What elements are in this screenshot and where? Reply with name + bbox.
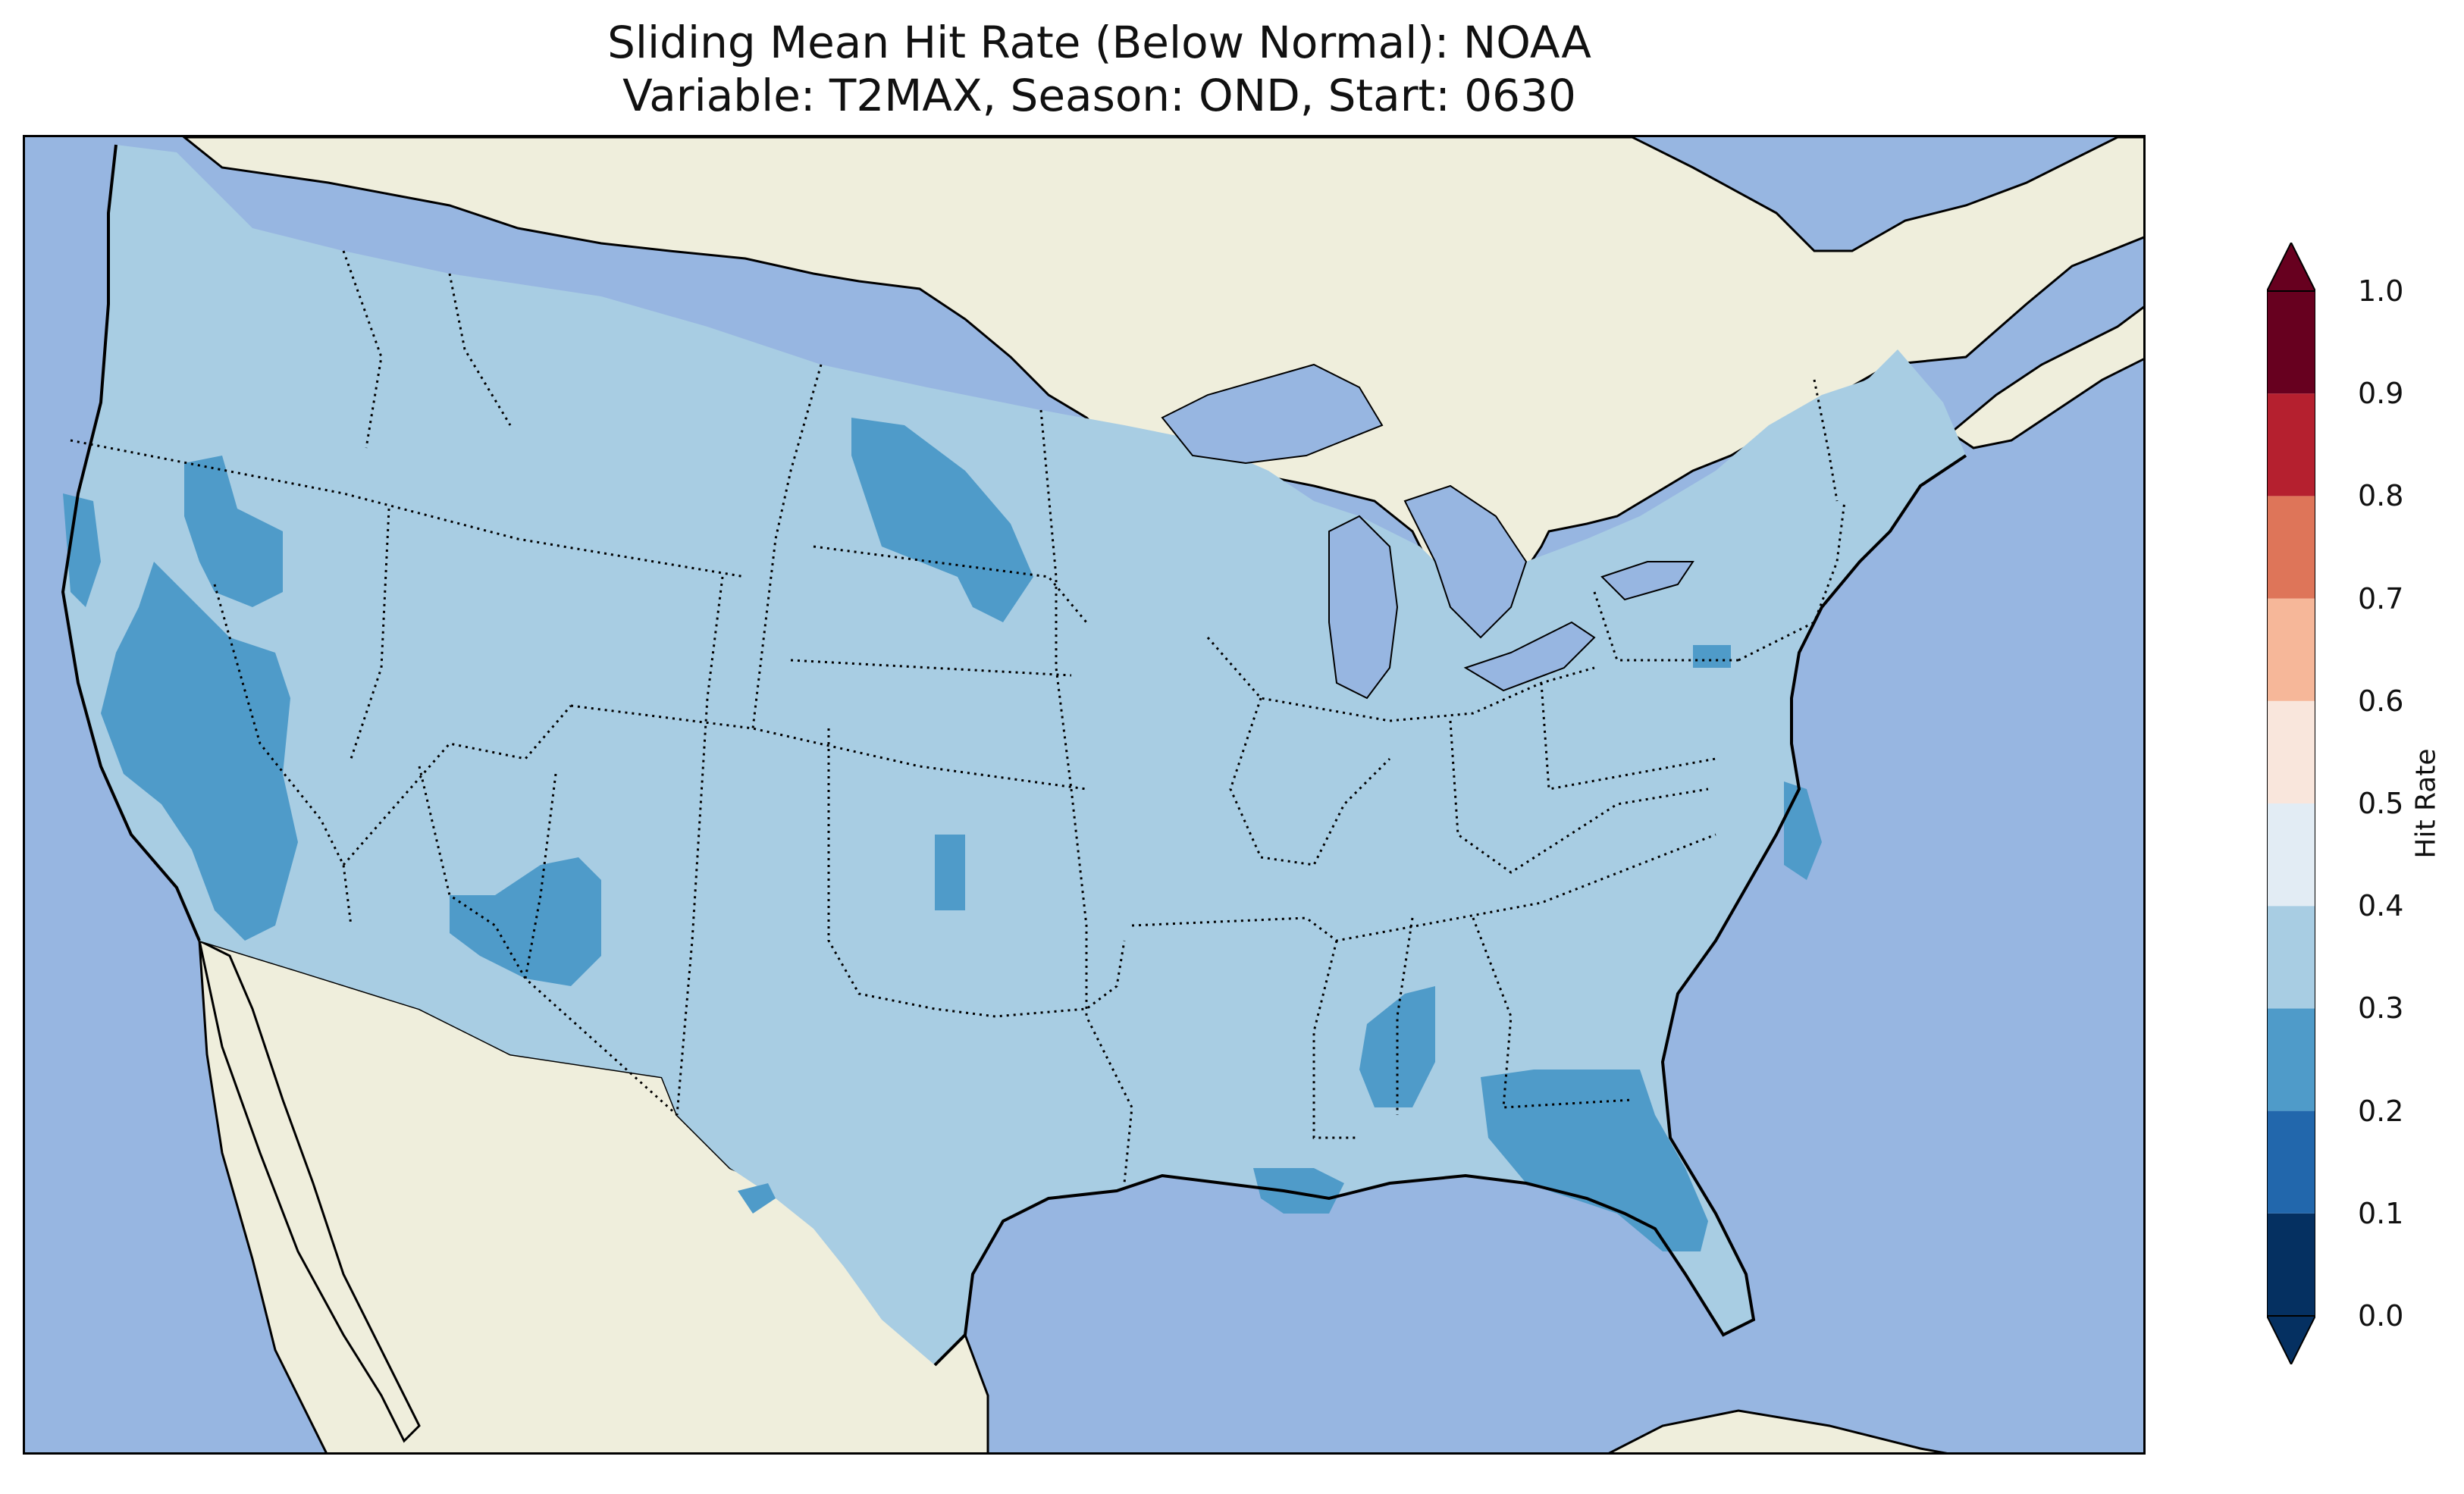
map-canvas: [25, 137, 2143, 1452]
colorbar-extend-bottom: [2267, 1315, 2315, 1364]
colorbar-bin: [2267, 700, 2315, 803]
colorbar-bin: [2267, 1110, 2315, 1214]
colorbar-tick-label: 0.4: [2358, 889, 2404, 923]
colorbar-tick-label: 0.8: [2358, 479, 2404, 513]
region-va: [1693, 645, 1731, 668]
region-ne-ca: [184, 456, 283, 607]
map-subtitle: Variable: T2MAX, Season: OND, Start: 063…: [622, 70, 1576, 121]
colorbar-tick-label: 0.1: [2358, 1196, 2404, 1230]
region-big-bend: [738, 1183, 776, 1214]
colorbar-bin: [2267, 803, 2315, 907]
map-panel: [23, 135, 2146, 1455]
colorbar-tick-label: 0.5: [2358, 787, 2404, 820]
colorbar-bin: [2267, 393, 2315, 496]
colorbar-bin: [2267, 291, 2315, 394]
colorbar: [2267, 243, 2315, 1364]
conus-hit-rate-0-3-0-4: [63, 145, 1966, 1365]
great-lakes: [1161, 363, 1694, 700]
map-title: Sliding Mean Hit Rate (Below Normal): NO…: [607, 17, 1591, 68]
colorbar-tick-label: 0.3: [2358, 991, 2404, 1026]
colorbar-label: Hit Rate: [2410, 748, 2442, 859]
colorbar-bin: [2267, 906, 2315, 1009]
colorbar-bin: [2267, 598, 2315, 701]
colorbar-bin: [2267, 1008, 2315, 1111]
canada-land: [182, 137, 2143, 625]
region-nc-coast: [1784, 781, 1822, 880]
lake-ontario: [1600, 561, 1694, 601]
colorbar-tick-label: 0.6: [2358, 684, 2404, 718]
state-boundaries: [70, 250, 1846, 1184]
nova-scotia-land: [1948, 305, 2143, 449]
colorbar-tick-label: 0.7: [2358, 581, 2404, 615]
us-coastline: [61, 144, 1967, 1367]
region-central-valley: [101, 562, 298, 941]
cuba-land: [1608, 1409, 1948, 1452]
colorbar-bins: [2267, 291, 2315, 1316]
lake-michigan: [1328, 515, 1399, 700]
colorbar-outline: [2267, 290, 2315, 1317]
lake-superior: [1161, 363, 1384, 465]
region-arizona: [450, 857, 601, 986]
colorbar-bin: [2267, 496, 2315, 599]
region-nd: [851, 418, 1033, 622]
colorbar-tick-label: 0.0: [2358, 1299, 2404, 1333]
colorbar-tick-label: 1.0: [2358, 274, 2404, 308]
colorbar-tick-label: 0.2: [2358, 1094, 2404, 1128]
region-tx-panhandle: [935, 835, 965, 910]
region-la-coast: [1253, 1168, 1344, 1214]
region-florida: [1481, 1070, 1708, 1251]
lake-erie: [1463, 621, 1596, 692]
colorbar-bin: [2267, 1213, 2315, 1316]
lake-huron: [1403, 484, 1528, 639]
colorbar-extend-top: [2267, 243, 2315, 292]
baja-land: [197, 938, 421, 1443]
colorbar-tick-label: 0.9: [2358, 377, 2404, 411]
hit-rate-0-2-0-3-regions: [63, 418, 1822, 1251]
